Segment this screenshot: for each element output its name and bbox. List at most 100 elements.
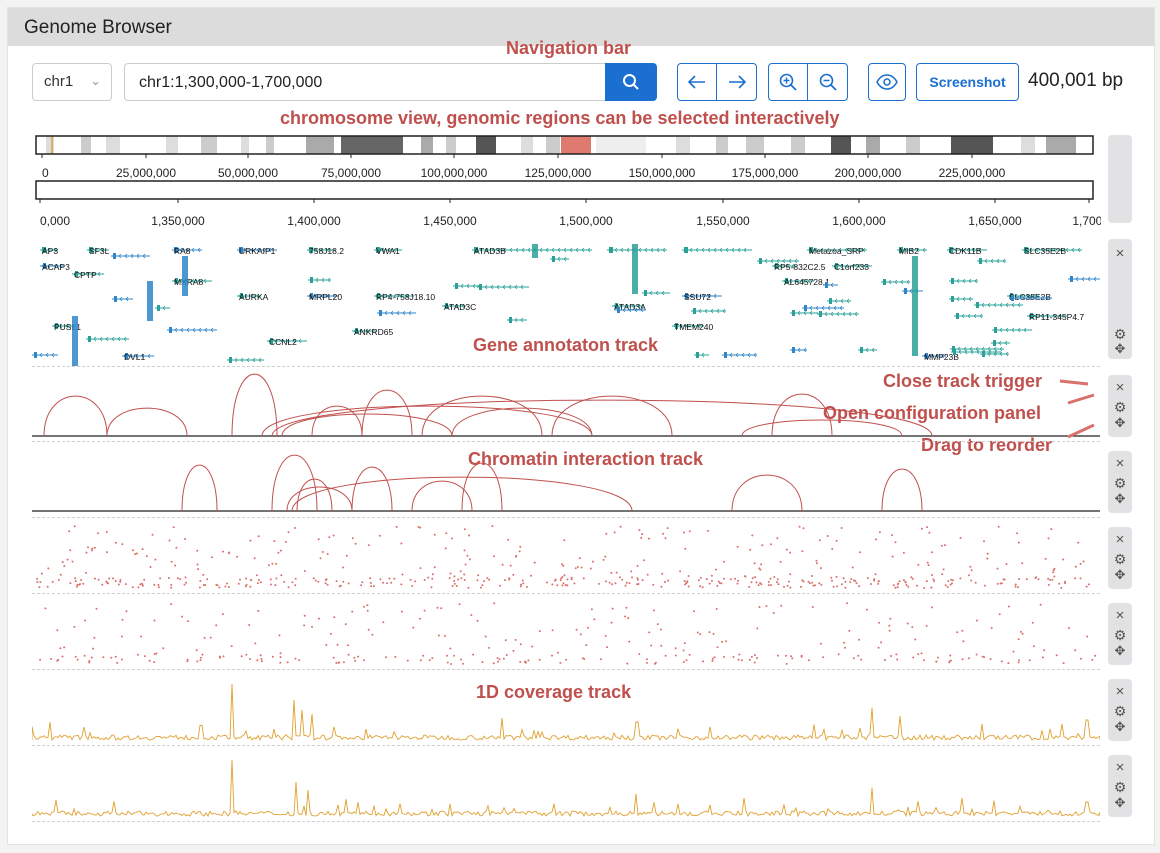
coverage-track-2[interactable] (32, 750, 1100, 818)
scatter-track-2[interactable] (32, 598, 1100, 666)
gene-label: MXRA8 (174, 277, 204, 287)
scatter-point (38, 586, 41, 589)
chromatin-interaction-track-1[interactable] (32, 370, 1100, 438)
chromatin-interaction-track-2[interactable] (32, 445, 1100, 513)
exon (89, 247, 93, 253)
gear-icon[interactable]: ⚙ (1113, 627, 1127, 643)
exon (1070, 276, 1073, 282)
strand-arrow (321, 277, 325, 283)
scatter-point (699, 576, 702, 579)
coverage-track-1[interactable] (32, 674, 1100, 742)
move-icon[interactable]: ✥ (1114, 491, 1126, 506)
locus-field[interactable] (124, 63, 605, 101)
scatter-point (154, 558, 157, 561)
scatter-point (294, 577, 297, 580)
strand-arrow (326, 247, 330, 253)
move-icon[interactable]: ✥ (1114, 643, 1126, 658)
scatter-point (240, 655, 243, 658)
scatter-point (477, 574, 480, 577)
scatter-point (1000, 582, 1003, 585)
close-icon[interactable]: × (1115, 531, 1125, 548)
scatter-point (802, 580, 805, 583)
scatter-point (592, 560, 594, 563)
scatter-point (832, 585, 835, 588)
scatter-point (342, 566, 344, 569)
strand-arrow (461, 303, 465, 309)
chromosome-select[interactable]: chr1 ⌄ (32, 63, 112, 101)
close-icon[interactable]: × (1115, 607, 1125, 624)
move-icon[interactable]: ✥ (1114, 341, 1126, 356)
chromosome-view-handle[interactable] (1108, 135, 1132, 223)
locus-input[interactable] (137, 73, 601, 93)
scatter-point (815, 562, 818, 565)
scatter-point (261, 660, 263, 663)
scatter-point (481, 584, 484, 587)
close-icon[interactable]: × (1115, 683, 1125, 700)
gear-icon[interactable]: ⚙ (1113, 779, 1127, 795)
arrow-right-icon (728, 75, 746, 89)
close-icon[interactable]: × (1115, 379, 1125, 396)
gear-icon[interactable]: ⚙ (1113, 551, 1127, 567)
gene-annotation-track[interactable]: AP3 SF3L RA8 URKAIP1 758J18.2 VWA1 ATAD3B Metaz… (32, 236, 1100, 366)
scatter-point (1047, 583, 1050, 586)
move-icon[interactable]: ✥ (1114, 567, 1126, 582)
view-button[interactable] (868, 63, 906, 101)
pan-left-button[interactable] (677, 63, 717, 101)
scatter-point (687, 585, 690, 588)
close-icon[interactable]: × (1115, 245, 1125, 262)
scatter-point (898, 580, 901, 583)
scatter-point (87, 546, 89, 549)
strand-arrow (842, 311, 846, 317)
exon (377, 293, 380, 299)
scatter-point (181, 615, 183, 618)
gear-icon[interactable]: ⚙ (1113, 703, 1127, 719)
tick-label: 175,000,000 (732, 166, 799, 180)
scatter-point (279, 656, 282, 658)
scatter-point (559, 579, 562, 582)
gear-icon[interactable]: ⚙ (1113, 399, 1127, 415)
scatter-point (557, 651, 559, 654)
strand-arrow (815, 305, 819, 311)
strand-arrow (479, 247, 483, 253)
scatter-track-1[interactable] (32, 522, 1100, 590)
scatter-point (203, 636, 206, 639)
strand-arrow (521, 247, 525, 253)
zoom-in-button[interactable] (768, 63, 808, 101)
gear-icon[interactable]: ⚙ (1113, 475, 1127, 491)
search-button[interactable] (605, 63, 657, 101)
strand-arrow (1093, 276, 1097, 282)
scatter-point (459, 570, 462, 573)
scatter-point (715, 608, 718, 610)
strand-arrow (999, 351, 1003, 357)
scatter-point (697, 579, 700, 582)
strand-arrow (735, 352, 739, 358)
strand-arrow (1058, 313, 1062, 319)
scatter-point (935, 660, 938, 663)
scatter-point (551, 629, 554, 632)
move-icon[interactable]: ✥ (1114, 795, 1126, 810)
strand-arrow (65, 323, 69, 329)
scatter-point (57, 578, 60, 581)
screenshot-button[interactable]: Screenshot (916, 63, 1019, 101)
pan-right-button[interactable] (716, 63, 757, 101)
move-icon[interactable]: ✥ (1114, 719, 1126, 734)
scatter-point (1025, 578, 1028, 581)
strand-arrow (129, 353, 133, 359)
zoom-out-button[interactable] (807, 63, 848, 101)
scatter-point (227, 552, 230, 555)
chromosome-view[interactable]: 0 25,000,000 50,000,000 75,000,000 100,000,0… (26, 132, 1101, 232)
strand-arrow (490, 284, 494, 290)
strand-arrow (503, 247, 507, 253)
strand-arrow (966, 247, 970, 253)
close-icon[interactable]: × (1115, 455, 1125, 472)
close-icon[interactable]: × (1115, 759, 1125, 776)
move-icon[interactable]: ✥ (1114, 415, 1126, 430)
scatter-point (755, 581, 758, 584)
exon (474, 247, 478, 253)
region-bar[interactable] (35, 180, 1094, 200)
strand-arrow (1046, 295, 1050, 301)
interaction-arc (231, 373, 278, 437)
scatter-point (44, 607, 47, 610)
exon (792, 310, 795, 316)
gear-icon[interactable]: ⚙ (1113, 326, 1127, 342)
